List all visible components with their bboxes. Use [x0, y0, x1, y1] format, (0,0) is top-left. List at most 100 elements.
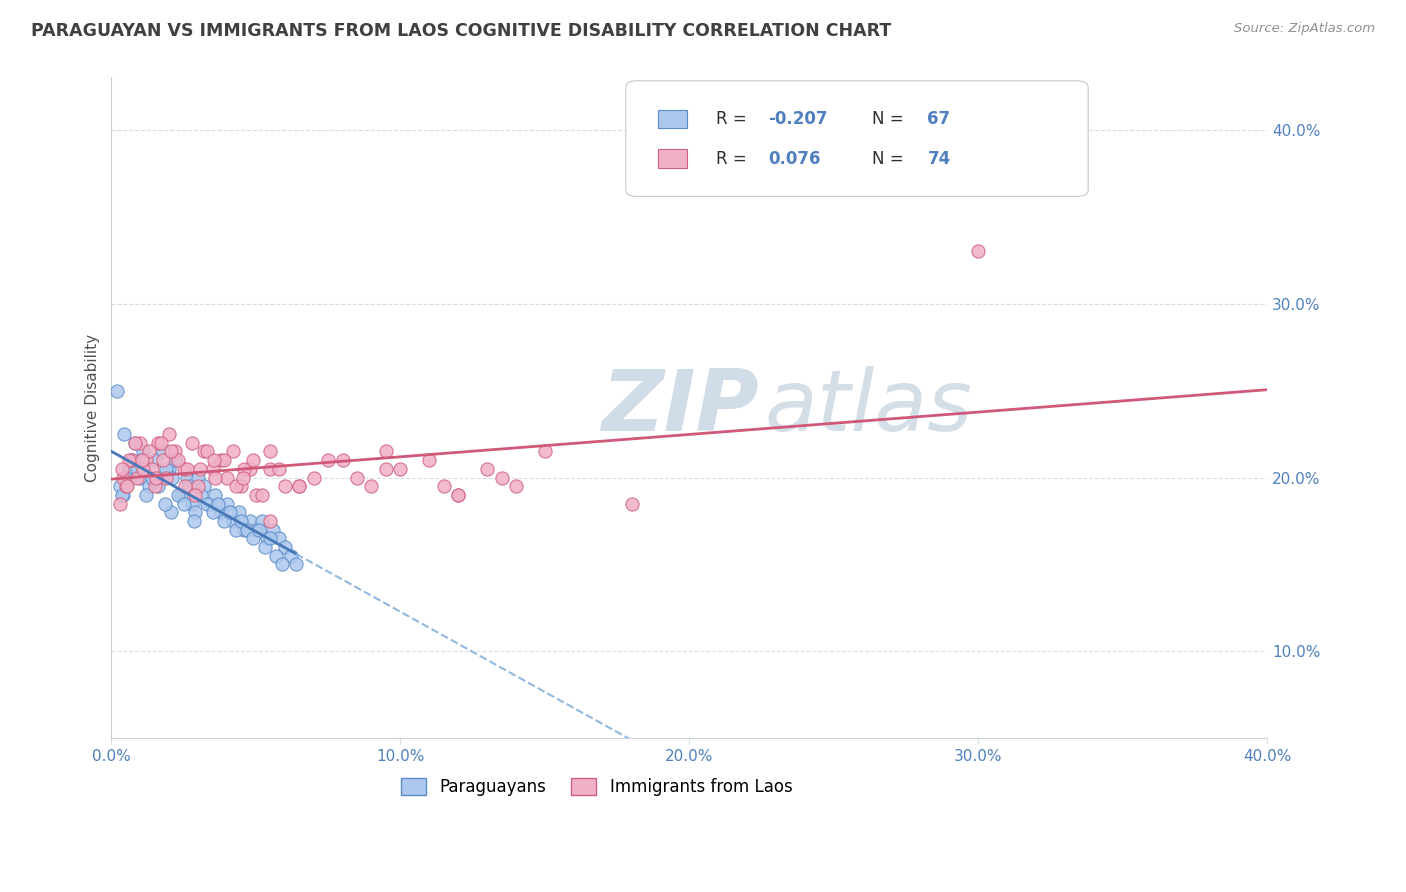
Point — [105, 384, 128, 398]
Point — [389, 462, 412, 476]
Y-axis label: Cognitive Disability: Cognitive Disability — [86, 334, 100, 482]
Point — [110, 488, 132, 502]
Point — [433, 479, 456, 493]
Point — [141, 470, 163, 484]
Point — [163, 453, 186, 467]
Point — [146, 435, 169, 450]
Point — [447, 488, 470, 502]
Point — [242, 453, 264, 467]
Text: 67: 67 — [928, 110, 950, 128]
Text: N =: N = — [872, 150, 908, 168]
Point — [163, 444, 186, 458]
Point — [259, 514, 281, 528]
Point — [129, 435, 152, 450]
Point — [117, 479, 139, 493]
Point — [204, 470, 226, 484]
FancyBboxPatch shape — [626, 81, 1088, 196]
Text: R =: R = — [716, 110, 752, 128]
Point — [157, 427, 180, 442]
Point — [505, 479, 527, 493]
Point — [143, 453, 166, 467]
Point — [132, 444, 155, 458]
Point — [259, 532, 281, 546]
Point — [247, 523, 270, 537]
Point — [264, 549, 287, 563]
Point — [112, 427, 135, 442]
Point — [167, 488, 190, 502]
Point — [219, 505, 242, 519]
Point — [115, 479, 138, 493]
Point — [274, 540, 297, 554]
Point — [256, 532, 278, 546]
Point — [302, 470, 325, 484]
Text: N =: N = — [872, 110, 908, 128]
Point — [201, 462, 224, 476]
Point — [160, 470, 183, 484]
Bar — [658, 150, 688, 168]
Point — [193, 444, 215, 458]
Point — [176, 470, 198, 484]
Point — [146, 479, 169, 493]
Point — [174, 479, 197, 493]
Point — [187, 470, 209, 484]
Point — [118, 453, 141, 467]
Point — [209, 453, 232, 467]
Point — [190, 488, 212, 502]
Point — [222, 444, 245, 458]
Point — [193, 479, 215, 493]
Point — [245, 488, 267, 502]
Point — [181, 497, 204, 511]
Point — [233, 523, 256, 537]
Point — [231, 514, 253, 528]
Point — [285, 558, 308, 572]
Point — [288, 479, 311, 493]
Legend: Paraguayans, Immigrants from Laos: Paraguayans, Immigrants from Laos — [395, 772, 799, 803]
Text: ZIP: ZIP — [602, 367, 759, 450]
Point — [274, 479, 297, 493]
Point — [121, 453, 143, 467]
Point — [267, 462, 290, 476]
Point — [149, 470, 172, 484]
Point — [159, 444, 181, 458]
Point — [115, 470, 138, 484]
Point — [131, 453, 153, 467]
Point — [215, 497, 238, 511]
Point — [620, 497, 643, 511]
Point — [170, 488, 193, 502]
Point — [108, 497, 131, 511]
Text: R =: R = — [716, 150, 758, 168]
Point — [259, 444, 281, 458]
Point — [280, 549, 302, 563]
Point — [253, 540, 276, 554]
Point — [288, 479, 311, 493]
Point — [262, 523, 284, 537]
Point — [236, 523, 259, 537]
Point — [155, 470, 177, 484]
Point — [173, 497, 195, 511]
Point — [233, 462, 256, 476]
Point — [145, 470, 167, 484]
Point — [232, 470, 254, 484]
Text: 0.076: 0.076 — [768, 150, 821, 168]
Point — [967, 244, 990, 259]
Point — [188, 462, 211, 476]
Point — [124, 435, 146, 450]
Point — [157, 462, 180, 476]
Point — [239, 514, 262, 528]
Point — [225, 523, 247, 537]
Point — [173, 462, 195, 476]
Point — [187, 479, 209, 493]
Point — [108, 479, 131, 493]
Point — [228, 505, 250, 519]
Point — [176, 462, 198, 476]
Point — [179, 479, 201, 493]
Point — [239, 462, 262, 476]
Point — [418, 453, 440, 467]
Point — [121, 453, 143, 467]
Point — [149, 435, 172, 450]
Text: atlas: atlas — [765, 367, 973, 450]
Point — [225, 479, 247, 493]
Point — [181, 435, 204, 450]
Point — [184, 488, 207, 502]
Point — [202, 453, 225, 467]
